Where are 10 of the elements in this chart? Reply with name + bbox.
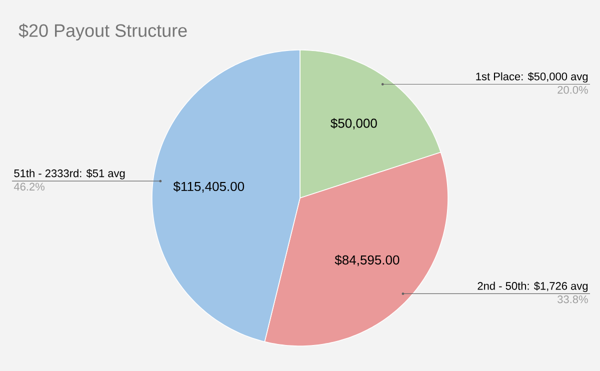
slice-label: 51th - 2333rd: $51 avg bbox=[14, 168, 125, 180]
slice-label: 2nd - 50th: $1,726 avg bbox=[478, 282, 588, 292]
data-label: $115,405.00 bbox=[173, 181, 244, 193]
text: 20.0% bbox=[558, 86, 588, 94]
data-label: $50,000 bbox=[330, 118, 377, 130]
text: 46.2% bbox=[14, 182, 44, 191]
chart-title: $20 Payout Structure bbox=[18, 23, 187, 41]
slice-label: 1st Place: $50,000 avg bbox=[476, 72, 588, 83]
text: 33.8% bbox=[558, 295, 588, 304]
data-label: $84,595.00 bbox=[334, 254, 400, 266]
